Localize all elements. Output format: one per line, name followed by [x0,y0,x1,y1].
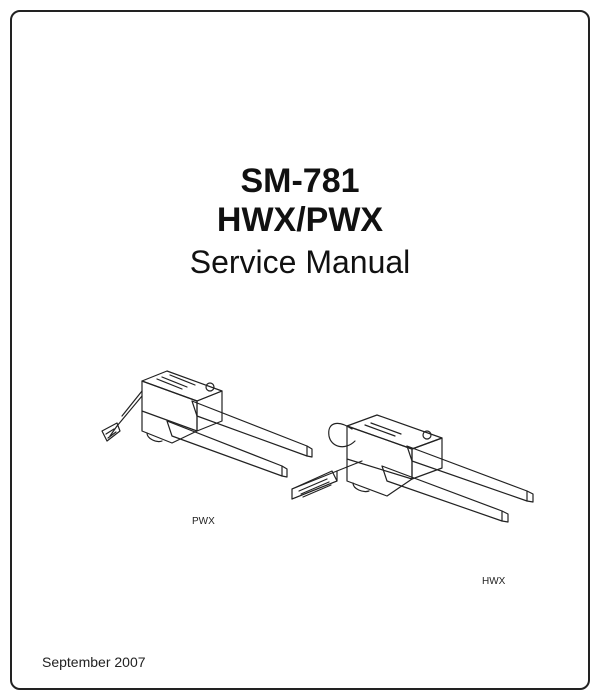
title-line2: HWX/PWX [42,201,558,240]
diagram-area: PWX [42,321,558,601]
pwx-label: PWX [192,516,215,527]
footer-date: September 2007 [42,654,146,670]
hwx-label: HWX [482,576,505,587]
title-block: SM-781 HWX/PWX Service Manual [42,162,558,281]
title-subtitle: Service Manual [42,244,558,281]
hwx-drawing [267,381,547,601]
document-page: SM-781 HWX/PWX Service Manual [10,10,590,690]
title-line1: SM-781 [42,162,558,201]
